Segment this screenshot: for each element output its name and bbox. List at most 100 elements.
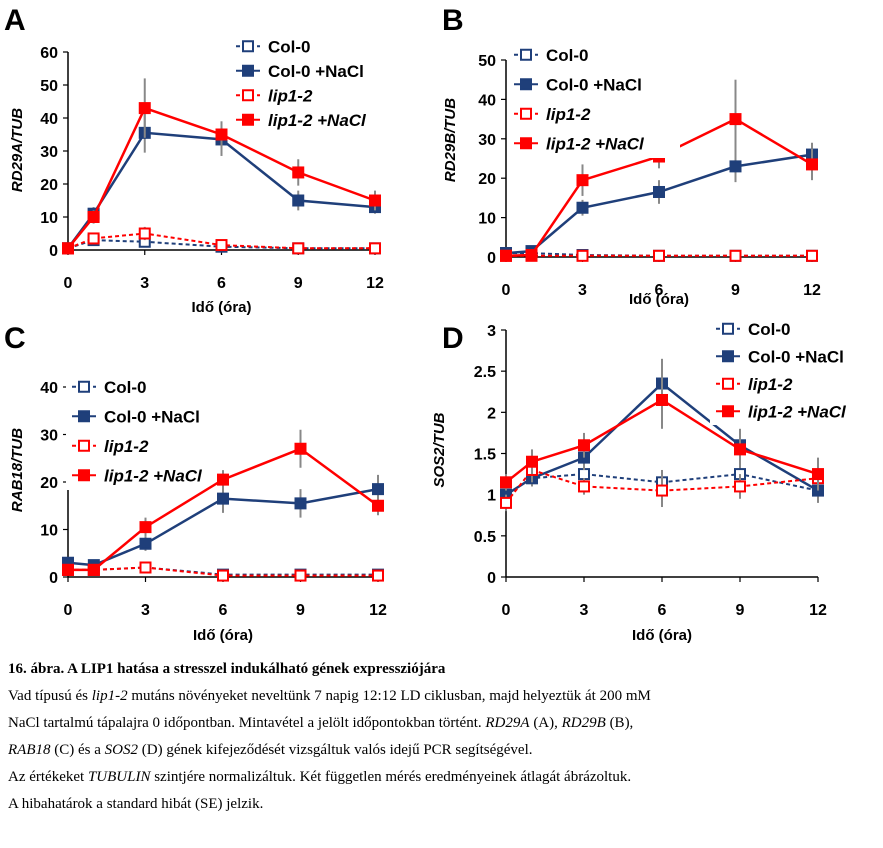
panel-letter: B [442, 4, 464, 37]
y-tick-label: 0 [487, 250, 496, 267]
x-tick-label: 12 [366, 275, 384, 292]
data-point [87, 563, 100, 576]
data-point [294, 442, 307, 455]
x-tick-label: 12 [369, 602, 387, 619]
data-point [372, 569, 384, 582]
y-tick-label: 30 [478, 132, 496, 149]
data-point [294, 569, 307, 582]
legend: Col-0 Col-0 +NaCl lip1-2 lip1-2 +NaCl [66, 372, 203, 490]
legend-marker [78, 380, 90, 393]
legend-marker [242, 113, 254, 126]
data-point [217, 569, 229, 582]
y-tick-label: 20 [40, 177, 58, 194]
legend-box [230, 34, 390, 132]
data-point [369, 194, 381, 207]
data-point [139, 561, 152, 574]
y-tick-label: 0 [49, 243, 58, 260]
legend-marker [722, 350, 734, 363]
data-point [578, 480, 590, 493]
legend-marker [242, 40, 254, 53]
y-axis-title: RAB18/TUB [9, 428, 26, 512]
legend-label: Col-0 +NaCl [748, 347, 844, 366]
y-tick-label: 10 [478, 211, 496, 228]
x-tick-label: 6 [655, 282, 664, 299]
y-tick-label: 50 [40, 78, 58, 95]
data-point [729, 113, 742, 126]
data-point [369, 242, 381, 255]
legend: Col-0 Col-0 +NaCl lip1-2 lip1-2 +NaCl [508, 40, 680, 158]
data-point [729, 160, 742, 173]
y-axis-title: RD29A/TUB [9, 108, 26, 192]
chart-panel-b: B RD29B/TUB 0 10 20 30 40 50 0 3 6 9 12 Idő (óra) Col-… [442, 4, 821, 308]
legend-marker [520, 48, 532, 61]
data-point [372, 499, 384, 512]
data-point [138, 102, 151, 115]
x-tick-label: 3 [578, 282, 587, 299]
x-tick-label: 9 [294, 275, 303, 292]
y-tick-label: 20 [40, 475, 58, 492]
data-point [62, 242, 74, 255]
data-point [578, 468, 590, 481]
legend: Col-0 Col-0 +NaCl lip1-2 lip1-2 +NaCl [230, 34, 390, 132]
legend-marker [722, 322, 734, 335]
y-tick-label: 3 [487, 323, 496, 340]
legend-label: lip1-2 +NaCl [268, 111, 367, 130]
figure-caption: 16. ábra. A LIP1 hatása a stresszel indu… [8, 656, 878, 818]
data-point [292, 242, 305, 255]
data-point [576, 201, 589, 214]
y-tick-label: 30 [40, 144, 58, 161]
legend-label: lip1-2 [546, 105, 591, 124]
data-point [656, 484, 668, 497]
data-point [215, 239, 228, 252]
legend-label: lip1-2 [268, 86, 313, 105]
legend-label: Col-0 [268, 37, 311, 56]
x-tick-label: 9 [731, 282, 740, 299]
legend-label: Col-0 +NaCl [104, 407, 200, 426]
series-line-1 [505, 473, 819, 496]
y-tick-label: 0 [49, 570, 58, 587]
caption-line: RAB18 (C) és a SOS2 (D) gének kifejeződé… [8, 742, 533, 758]
panel-letter: A [4, 4, 26, 37]
caption-line: NaCl tartalmú tápalajra 0 időpontban. Mi… [8, 715, 634, 731]
data-point [87, 232, 100, 245]
data-point [87, 211, 100, 223]
caption-line: Vad típusú és lip1-2 mutáns növényeket n… [8, 688, 651, 704]
legend: Col-0 Col-0 +NaCl lip1-2 lip1-2 +NaCl [710, 315, 850, 425]
data-point [729, 249, 742, 262]
y-tick-label: 40 [478, 92, 496, 109]
legend-label: Col-0 [748, 320, 791, 339]
x-axis-title: Idő (óra) [629, 291, 689, 308]
data-point [806, 249, 818, 262]
data-point [653, 249, 665, 262]
x-tick-label: 0 [64, 602, 73, 619]
y-tick-label: 40 [40, 380, 58, 397]
x-tick-label: 6 [658, 602, 667, 619]
x-tick-label: 6 [219, 602, 228, 619]
data-point [500, 496, 512, 509]
x-tick-label: 12 [803, 282, 821, 299]
data-point [500, 476, 512, 489]
chart-panel-a: A RD29A/TUB 0 10 20 30 40 50 60 0 3 6 9 12 Idő (óra) Co… [4, 4, 390, 316]
x-axis-title: Idő (óra) [193, 627, 253, 644]
legend-label: lip1-2 [104, 437, 149, 456]
y-tick-label: 2 [487, 405, 496, 422]
data-point [217, 492, 229, 505]
x-axis-title: Idő (óra) [192, 299, 252, 316]
panel-letter: C [4, 322, 26, 355]
legend-marker [722, 377, 734, 390]
y-tick-label: 60 [40, 45, 58, 62]
legend-marker [520, 107, 532, 120]
y-tick-label: 1 [487, 488, 496, 505]
legend-label: lip1-2 [748, 375, 793, 394]
legend-label: lip1-2 +NaCl [546, 134, 645, 153]
y-axis-title: RD29B/TUB [442, 98, 459, 182]
data-point [292, 166, 305, 179]
legend-label: Col-0 +NaCl [546, 75, 642, 94]
data-point [294, 497, 307, 510]
legend-marker [520, 78, 532, 91]
y-tick-label: 10 [40, 210, 58, 227]
series-line-2 [505, 153, 813, 255]
legend-marker [722, 405, 734, 418]
data-point [812, 468, 824, 481]
legend-marker [242, 64, 254, 77]
